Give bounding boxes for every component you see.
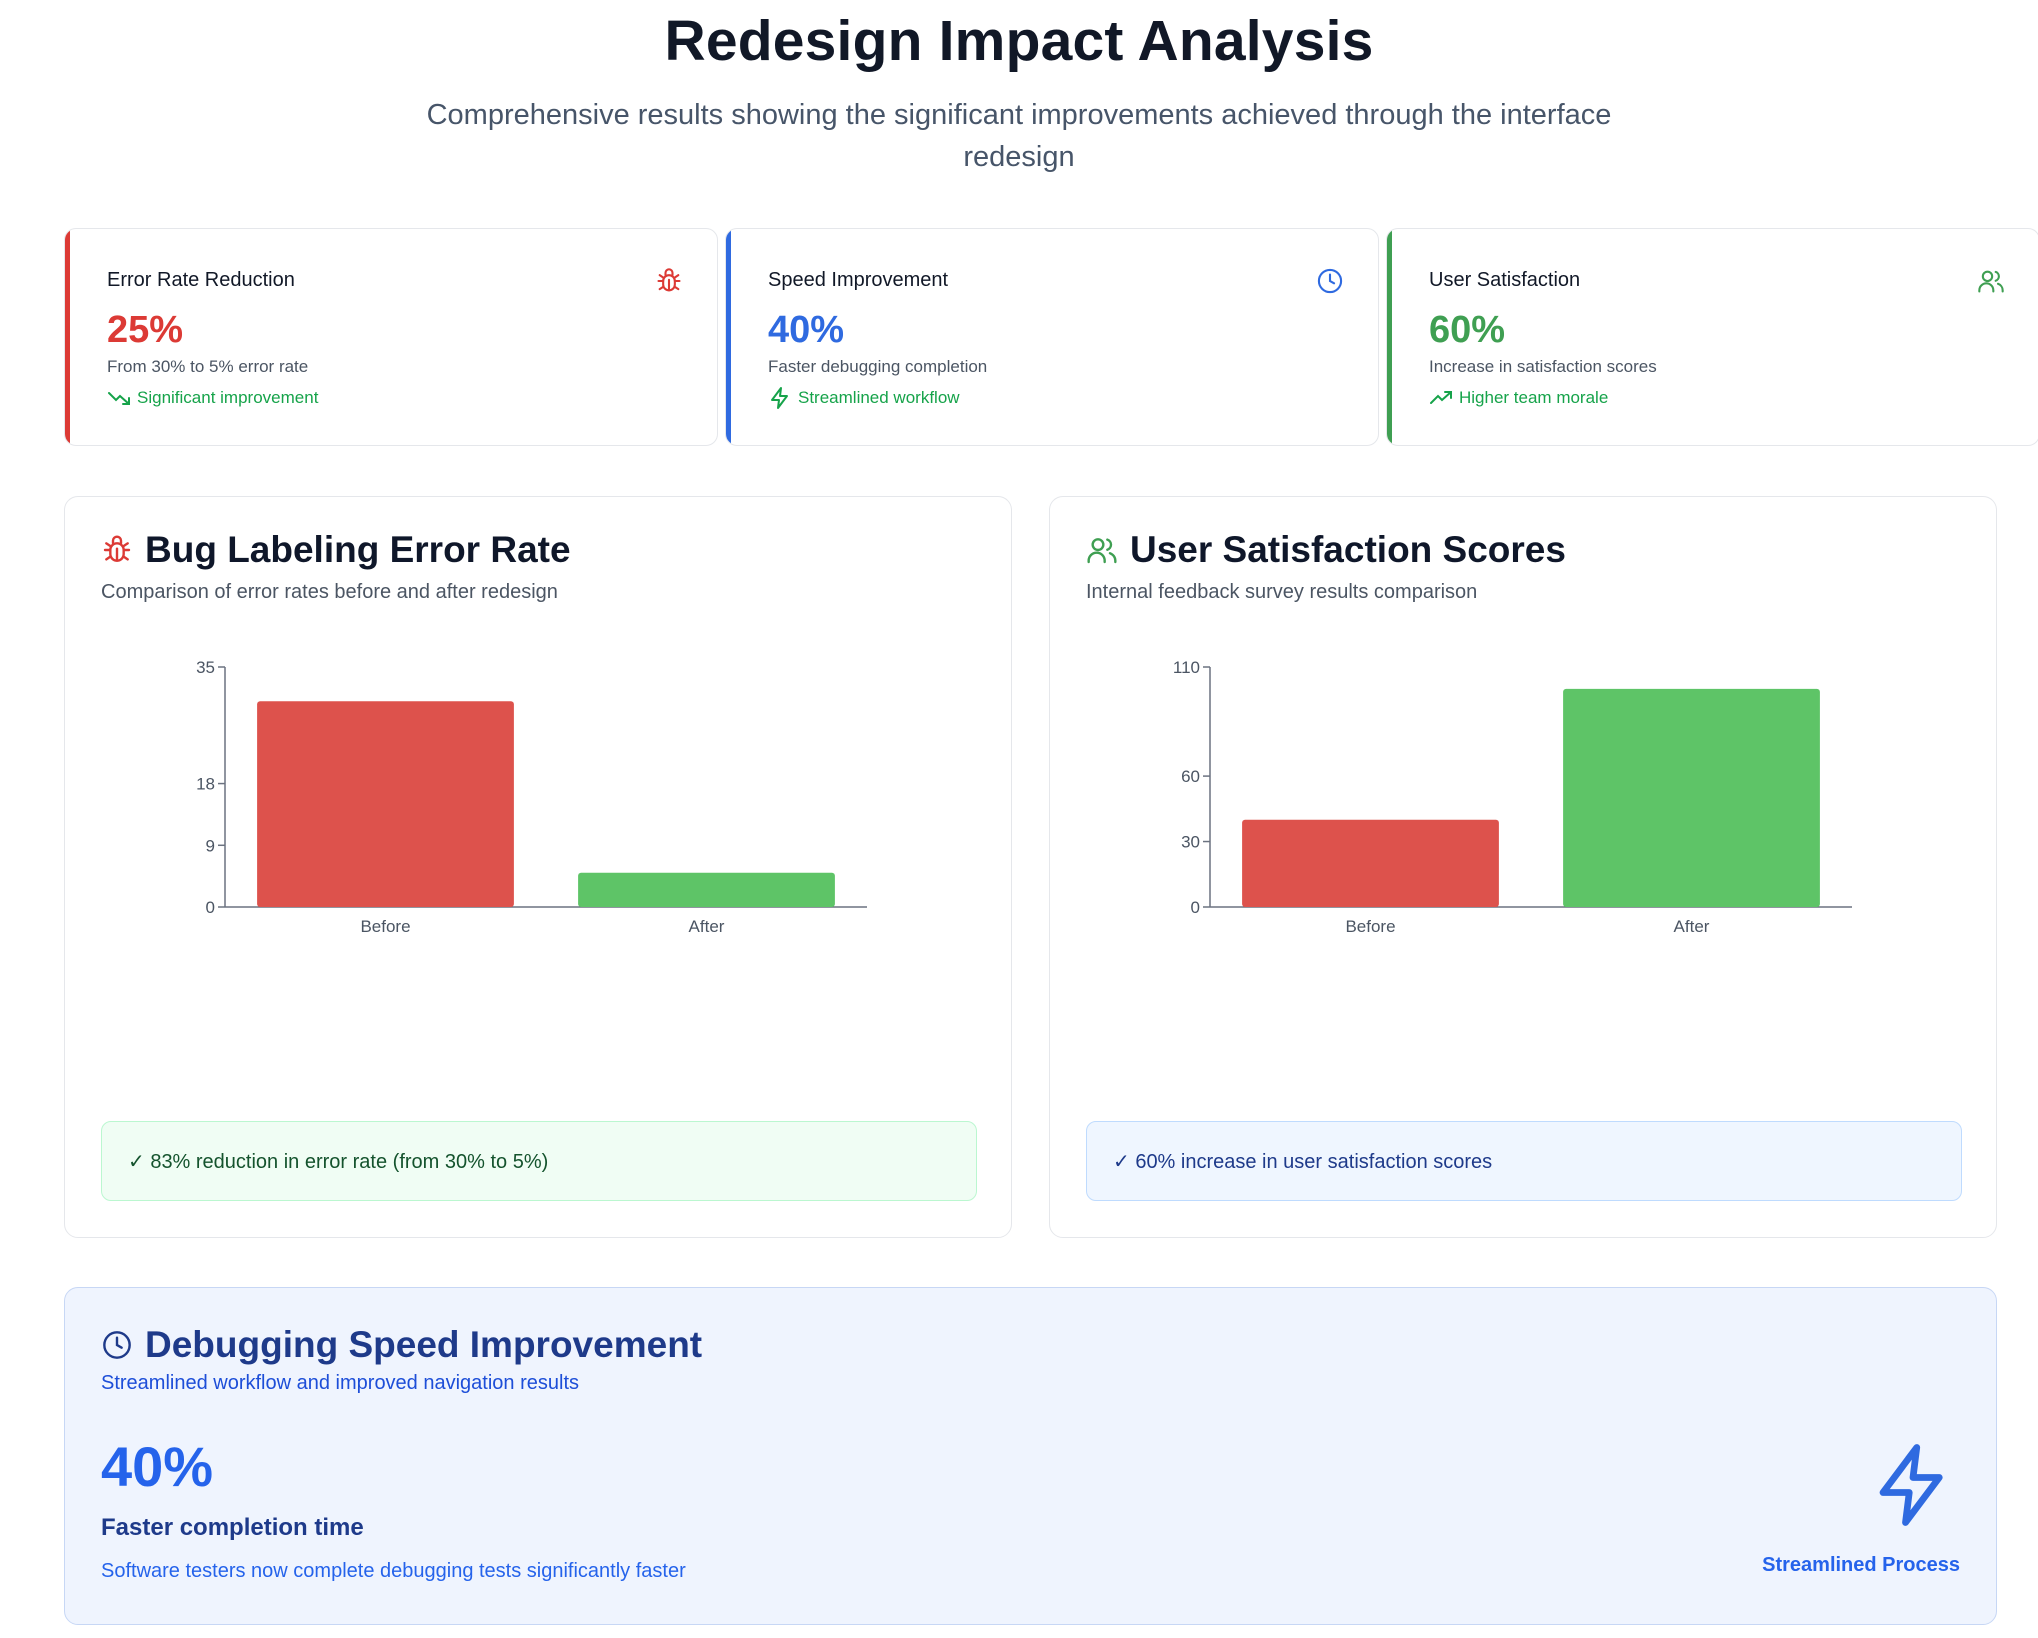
process-label: Streamlined Process: [1762, 1554, 1960, 1576]
speed-value: 40%: [101, 1435, 214, 1498]
card-accent: [726, 229, 731, 445]
y-tick-label: 18: [196, 775, 215, 794]
stat-label: Speed Improvement: [768, 269, 949, 291]
card-accent: [65, 229, 70, 445]
x-tick-label: Before: [1345, 917, 1395, 936]
stat-trend: Streamlined workflow: [768, 386, 960, 410]
page-subtitle: Comprehensive results showing the signif…: [426, 99, 1612, 173]
stat-label: User Satisfaction: [1429, 269, 1581, 291]
y-tick-label: 35: [196, 658, 215, 677]
clock-icon: [103, 1331, 131, 1359]
speed-improvement-panel: Debugging Speed Improvement Streamlined …: [64, 1287, 1997, 1625]
stat-trend: Significant improvement: [107, 386, 318, 410]
stat-trend-label: Significant improvement: [137, 388, 319, 407]
lightning-icon: [771, 387, 788, 409]
x-tick-label: After: [689, 917, 725, 936]
trending-up-icon: [1430, 391, 1452, 404]
chart-subtitle: Comparison of error rates before and aft…: [101, 581, 558, 603]
clock-icon: [1317, 268, 1343, 294]
stat-trend-label: Streamlined workflow: [798, 388, 960, 407]
bar-after: [578, 872, 835, 907]
users-icon: [1087, 538, 1117, 564]
stat-value: 25%: [107, 309, 184, 351]
speed-value-label: Faster completion time: [101, 1514, 364, 1541]
y-tick-label: 30: [1181, 833, 1200, 852]
y-tick-label: 110: [1173, 658, 1200, 677]
stat-trend-label: Higher team morale: [1459, 388, 1609, 407]
stat-value: 40%: [768, 309, 845, 351]
stat-card-satisfaction: User Satisfaction 60% Increase in satisf…: [1386, 228, 2038, 446]
y-tick-label: 9: [206, 836, 215, 855]
stat-description: Faster debugging completion: [768, 357, 988, 376]
stat-card-error-rate: Error Rate Reduction 25% From 30% to 5% …: [64, 228, 718, 446]
stat-label: Error Rate Reduction: [107, 269, 295, 291]
bug-icon: [103, 535, 131, 562]
chart-title: User Satisfaction Scores: [1130, 529, 1566, 570]
stat-description: From 30% to 5% error rate: [107, 357, 309, 376]
chart-summary-note: ✓ 60% increase in user satisfaction scor…: [1086, 1121, 1962, 1201]
y-tick-label: 0: [1191, 898, 1200, 917]
users-icon: [1978, 270, 2004, 293]
x-tick-label: After: [1674, 917, 1710, 936]
speed-detail: Software testers now complete debugging …: [101, 1560, 686, 1582]
y-tick-label: 60: [1181, 767, 1200, 786]
panel-subtitle: Streamlined workflow and improved naviga…: [101, 1372, 580, 1394]
chart-title: Bug Labeling Error Rate: [145, 529, 571, 570]
chart-summary-note: ✓ 83% reduction in error rate (from 30% …: [101, 1121, 977, 1201]
error-rate-bar-chart: 0 9 18 35 Before After: [196, 658, 867, 936]
page-title: Redesign Impact Analysis: [664, 9, 1374, 73]
panel-title: Debugging Speed Improvement: [145, 1324, 703, 1365]
stat-trend: Higher team morale: [1429, 386, 1608, 410]
chart-subtitle: Internal feedback survey results compari…: [1086, 581, 1478, 603]
bug-icon: [657, 268, 681, 292]
satisfaction-chart-card: User Satisfaction Scores Internal feedba…: [1049, 496, 1997, 1238]
bar-after: [1563, 688, 1820, 907]
stat-card-speed: Speed Improvement 40% Faster debugging c…: [725, 228, 1379, 446]
x-tick-label: Before: [360, 917, 410, 936]
satisfaction-bar-chart: 0 30 60 110 Before After: [1173, 658, 1852, 936]
error-rate-chart-card: Bug Labeling Error Rate Comparison of er…: [64, 496, 1012, 1238]
stat-value: 60%: [1429, 309, 1506, 351]
bar-before: [257, 701, 514, 907]
card-accent: [1387, 229, 1392, 445]
y-tick-label: 0: [206, 898, 215, 917]
trending-down-icon: [108, 392, 130, 405]
lightning-icon: [1879, 1444, 1943, 1526]
stat-description: Increase in satisfaction scores: [1429, 357, 1657, 376]
bar-before: [1242, 819, 1499, 907]
